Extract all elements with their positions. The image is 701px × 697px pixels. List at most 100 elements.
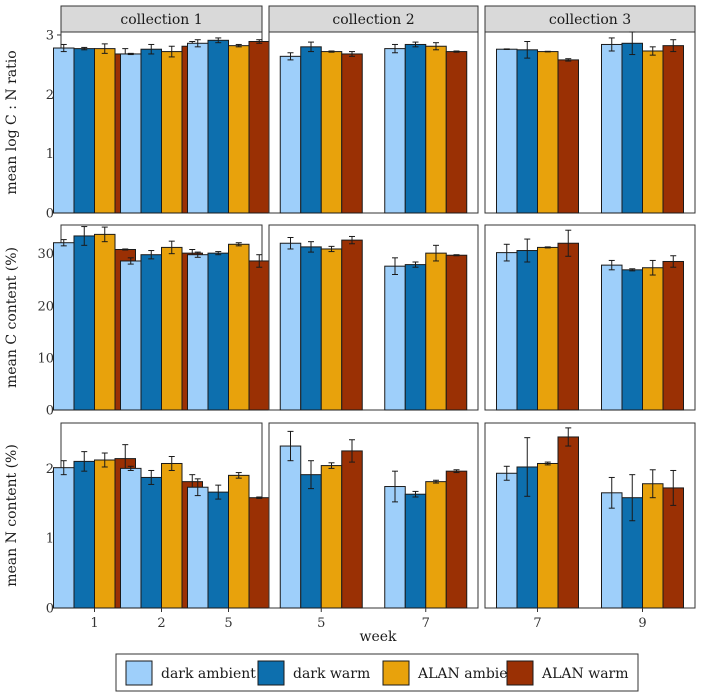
bar-dark-warm (140, 476, 162, 609)
bar-dark-ambient (601, 264, 623, 411)
y-tick-label: 20 (37, 299, 54, 314)
bar-dark-ambient (384, 48, 406, 214)
y-tick-label: 30 (37, 247, 54, 262)
y-tick-label: 3 (46, 28, 54, 43)
bar-alan-warm (341, 239, 363, 411)
facet-strip-3 (484, 5, 696, 33)
legend-label-dark-warm: dark warm (293, 666, 370, 682)
legend-label-dark-ambient: dark ambient (161, 666, 256, 682)
bar-dark-warm (621, 269, 643, 411)
bar-alan-warm (557, 59, 579, 214)
legend-swatch-alan-warm (506, 660, 534, 686)
bar-dark-ambient (120, 260, 142, 411)
bar-dark-warm (300, 246, 322, 411)
y-tick-label: 2 (46, 88, 54, 103)
panel-r1-c3 (484, 31, 696, 214)
bar-dark-warm (300, 46, 322, 214)
bar-alan-ambient (642, 267, 664, 411)
legend-swatch-dark-warm (257, 660, 285, 686)
bar-alan-warm (557, 436, 579, 609)
bar-alan-warm (248, 260, 270, 411)
panel-r1-c2 (268, 31, 479, 214)
panel-r1-c1 (53, 31, 270, 214)
bar-alan-ambient (320, 51, 343, 214)
x-tick-label: 9 (638, 616, 646, 631)
bar-dark-ambient (53, 242, 75, 411)
bar-dark-ambient (53, 47, 75, 214)
bar-alan-warm (662, 487, 684, 609)
bar-dark-ambient (279, 242, 302, 411)
bar-dark-warm (73, 48, 95, 214)
bar-dark-warm (300, 474, 322, 609)
x-tick-label: 2 (157, 616, 165, 631)
y-tick-label: 0 (46, 207, 54, 222)
panel-r3-c2 (268, 422, 479, 609)
legend: dark ambient dark warm ALAN ambient ALAN wa… (115, 653, 639, 692)
bar-dark-warm (73, 460, 95, 609)
bar-alan-warm (662, 45, 684, 214)
y-tick-label: 0 (46, 602, 54, 617)
panel-r3-c1 (53, 422, 270, 609)
bar-alan-ambient (228, 474, 250, 609)
legend-swatch-alan-ambient (382, 660, 410, 686)
y-tick-label: 2 (46, 462, 54, 477)
bar-dark-warm (404, 493, 427, 609)
bar-dark-ambient (279, 55, 302, 214)
bar-dark-warm (207, 491, 229, 609)
bar-alan-warm (445, 51, 468, 214)
panel-r3-c3 (484, 422, 696, 609)
bar-alan-ambient (425, 45, 447, 214)
bar-alan-ambient (537, 246, 559, 411)
y-axis-title-row-3: mean N content (%) (4, 444, 20, 587)
bar-alan-ambient (161, 246, 183, 411)
bar-dark-warm (516, 49, 538, 214)
bar-dark-ambient (120, 467, 142, 609)
facet-strip-label-3: collection 3 (549, 12, 631, 28)
bar-alan-ambient (642, 483, 664, 609)
bar-dark-ambient (120, 53, 142, 214)
legend-swatch-dark-ambient (125, 660, 153, 686)
legend-box (115, 653, 639, 692)
y-tick-label: 1 (46, 147, 54, 162)
bar-alan-warm (341, 450, 363, 609)
legend-label-alan-ambient: ALAN ambient (417, 666, 523, 682)
bar-dark-warm (140, 48, 162, 214)
bar-alan-ambient (161, 51, 183, 214)
x-axis-title: week (359, 629, 397, 645)
bar-dark-ambient (496, 48, 518, 214)
bar-alan-ambient (94, 233, 116, 411)
bar-dark-ambient (187, 42, 209, 214)
bar-alan-warm (445, 470, 468, 609)
x-tick-label: 7 (422, 616, 430, 631)
bar-alan-ambient (537, 462, 559, 609)
y-tick-label: 10 (37, 351, 54, 366)
bar-dark-ambient (53, 467, 75, 609)
bar-alan-ambient (161, 462, 183, 609)
bar-dark-ambient (279, 445, 302, 609)
bar-dark-warm (73, 235, 95, 411)
bar-alan-warm (341, 53, 363, 214)
facet-strip-1 (60, 5, 263, 33)
bar-dark-ambient (384, 486, 406, 609)
x-tick-label: 5 (317, 616, 325, 631)
bar-alan-ambient (94, 48, 116, 214)
bar-dark-ambient (187, 486, 209, 609)
bar-alan-warm (557, 242, 579, 411)
bar-alan-warm (662, 260, 684, 411)
bar-alan-ambient (425, 252, 447, 411)
x-tick-label: 5 (224, 616, 232, 631)
bar-alan-warm (248, 497, 270, 609)
bar-dark-warm (404, 43, 427, 214)
bar-dark-ambient (601, 43, 623, 214)
y-tick-label: 0 (46, 404, 54, 419)
facet-strip-label-2: collection 2 (332, 12, 414, 28)
y-tick-label: 1 (46, 532, 54, 547)
panel-r2-c2 (268, 224, 479, 411)
bar-dark-warm (207, 39, 229, 214)
bar-alan-ambient (537, 51, 559, 214)
y-axis-title-row-1: mean log C : N ratio (4, 50, 20, 194)
bar-dark-ambient (601, 492, 623, 609)
bar-dark-ambient (187, 254, 209, 411)
bar-dark-ambient (496, 472, 518, 609)
